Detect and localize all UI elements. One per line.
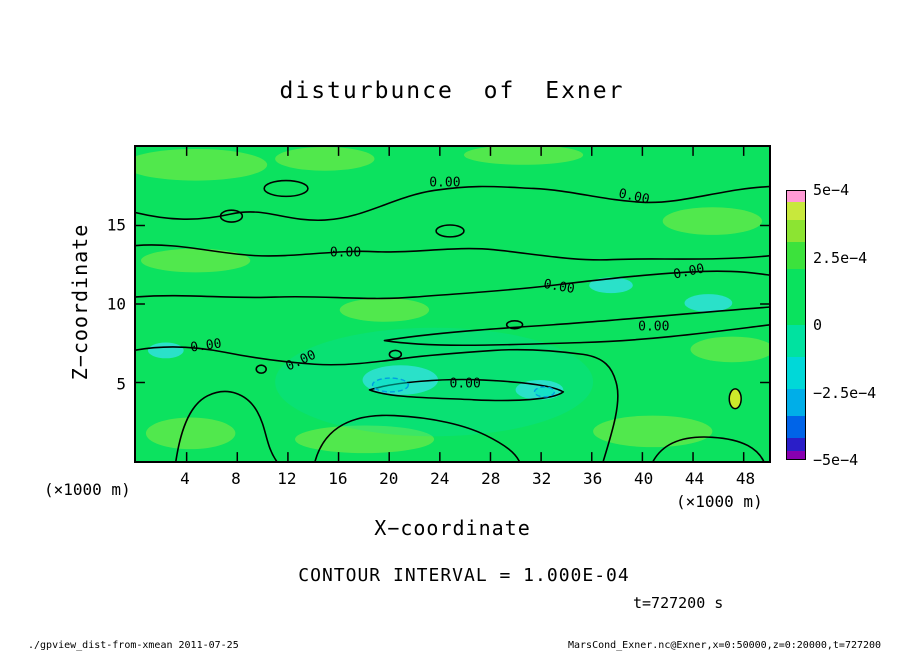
contour-value-label: 0.00 (429, 175, 461, 191)
x-axis-tick-labels: 4 8 12 16 20 24 28 32 36 40 44 48 (134, 469, 771, 491)
colorbar-tick-label: 0 (813, 316, 823, 334)
colorbar-tick-label: 2.5e−4 (813, 248, 868, 267)
x-tick-label: 4 (180, 469, 190, 488)
colorbar-segment (787, 450, 805, 459)
colorbar-segment (787, 201, 805, 221)
y-axis-tick-labels: 5 10 15 (86, 145, 126, 463)
light-green-patches (136, 147, 769, 454)
x-tick-label: 12 (277, 469, 297, 488)
time-label: t=727200 s (633, 594, 724, 612)
x-axis-unit: (×1000 m) (676, 492, 763, 511)
x-tick-label: 16 (328, 469, 348, 488)
x-tick-label: 32 (532, 469, 552, 488)
footer-source: MarsCond_Exner.nc@Exner,x=0:50000,z=0:20… (568, 640, 882, 651)
colorbar-segment (787, 191, 805, 202)
field-background (136, 147, 769, 461)
colorbar-segment (787, 241, 805, 269)
colorbar-tick-label: −2.5e−4 (813, 383, 877, 402)
x-tick-label: 28 (481, 469, 501, 488)
colorbar-tick-labels: 5e−4 2.5e−4 0 −2.5e−4 −5e−4 (813, 181, 903, 469)
x-tick-label: 8 (231, 469, 241, 488)
contour-field (136, 147, 769, 461)
colorbar-segment (787, 437, 805, 451)
x-axis-label: X−coordinate (374, 516, 531, 540)
contour-value-label: 0.00 (329, 245, 362, 260)
colorbar-segment (787, 416, 805, 438)
chart-title: disturbunce of Exner (279, 78, 625, 104)
y-tick-label: 5 (116, 374, 126, 393)
axis-tickmarks (136, 147, 769, 461)
x-tick-label: 48 (735, 469, 756, 488)
x-tick-label: 40 (633, 469, 654, 488)
y-tick-label: 10 (106, 294, 126, 314)
colorbar-tick-label: 5e−4 (813, 181, 850, 199)
colorbar-segment (787, 389, 805, 417)
x-tick-label: 20 (379, 469, 399, 488)
x-tick-label: 36 (582, 469, 603, 488)
contour-value-label: 0.00 (638, 319, 670, 335)
contour-interval-text: CONTOUR INTERVAL = 1.000E-04 (298, 565, 630, 586)
colorbar-segment (787, 268, 805, 325)
colorbar-segment (787, 220, 805, 242)
y-axis-unit: (×1000 m) (44, 480, 131, 499)
colorbar-segment (787, 357, 805, 390)
negative-dashed-contours (371, 377, 556, 398)
colorbar-segment (787, 324, 805, 358)
footer-command: ./gpview_dist-from-xmean 2011-07-25 (28, 640, 239, 651)
positive-anomaly-blob (728, 388, 742, 410)
x-tick-label: 44 (684, 469, 705, 488)
zero-contour-lines (136, 179, 769, 461)
contour-value-label: 0.00 (449, 376, 481, 392)
colorbar (786, 190, 806, 460)
colorbar-tick-label: −5e−4 (813, 451, 859, 469)
plot-area: 0.00 0.00 0.00 0.00 0.00 0.00 0.00 0.00 0.00 (134, 145, 771, 463)
y-tick-label: 15 (106, 215, 126, 234)
x-tick-label: 24 (430, 469, 450, 488)
